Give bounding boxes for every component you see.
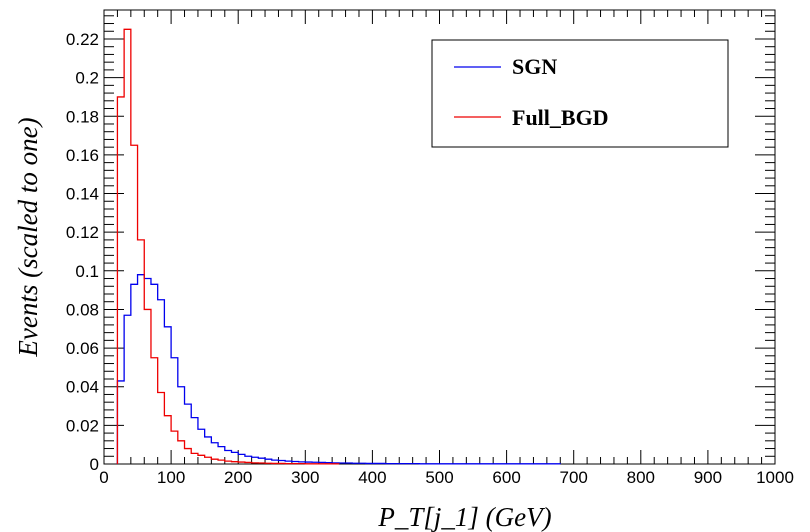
y-tick-label: 0.18 bbox=[66, 107, 99, 126]
x-tick-label: 1000 bbox=[756, 468, 794, 487]
y-tick-label: 0.14 bbox=[66, 185, 99, 204]
legend-label-sgn: SGN bbox=[512, 54, 557, 79]
x-tick-label: 400 bbox=[358, 468, 386, 487]
y-tick-label: 0.02 bbox=[66, 416, 99, 435]
y-tick-label: 0.12 bbox=[66, 223, 99, 242]
y-tick-label: 0.22 bbox=[66, 30, 99, 49]
legend: SGN Full_BGD bbox=[431, 39, 729, 148]
x-tick-label: 0 bbox=[99, 468, 108, 487]
y-tick-labels: 0 0.02 0.04 0.06 0.08 0.1 0.12 0.14 0.16 0.18 0.2 0… bbox=[66, 30, 99, 474]
x-tick-label: 600 bbox=[492, 468, 520, 487]
legend-box bbox=[431, 39, 729, 148]
y-tick-label: 0 bbox=[90, 455, 99, 474]
x-axis-title: P_T[j_1] (GeV) bbox=[377, 502, 551, 532]
y-tick-label: 0.04 bbox=[66, 378, 99, 397]
series-group bbox=[116, 28, 561, 465]
y-tick-label: 0.1 bbox=[75, 262, 99, 281]
axis-ticks bbox=[103, 10, 776, 465]
x-tick-label: 800 bbox=[627, 468, 655, 487]
x-tick-label: 900 bbox=[694, 468, 722, 487]
x-tick-labels: 0 100 200 300 400 500 600 700 800 900 1000 bbox=[99, 468, 794, 487]
y-tick-label: 0.08 bbox=[66, 300, 99, 319]
x-tick-label: 500 bbox=[425, 468, 453, 487]
x-tick-label: 100 bbox=[157, 468, 185, 487]
y-tick-label: 0.06 bbox=[66, 339, 99, 358]
y-tick-label: 0.2 bbox=[75, 69, 99, 88]
y-axis-title: Events (scaled to one) bbox=[13, 117, 43, 357]
x-tick-label: 200 bbox=[224, 468, 252, 487]
legend-label-bgd: Full_BGD bbox=[512, 105, 609, 130]
x-tick-label: 300 bbox=[291, 468, 319, 487]
x-tick-label: 700 bbox=[560, 468, 588, 487]
series-sgn-histogram bbox=[116, 274, 561, 465]
y-tick-label: 0.16 bbox=[66, 146, 99, 165]
series-full-bgd-histogram bbox=[116, 28, 340, 465]
